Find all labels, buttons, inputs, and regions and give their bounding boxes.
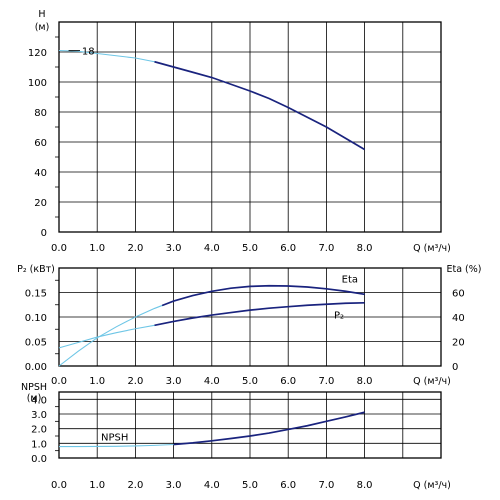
y2-tick-label: 20	[452, 338, 465, 349]
curve-label-p2: P₂	[334, 310, 344, 321]
x-tick-label: 5.0	[242, 243, 258, 254]
x-tick-label: 5.0	[242, 376, 258, 387]
y-tick-label: 20	[34, 198, 47, 209]
x-tick-label: 6.0	[280, 376, 296, 387]
y2-tick-label: 40	[452, 313, 465, 324]
x-tick-label: 5.0	[242, 480, 258, 491]
y-axis-label: H	[38, 9, 45, 20]
x-tick-label: 4.0	[204, 480, 220, 491]
x-tick-label: 6.0	[280, 480, 296, 491]
x-tick-label: 0.0	[51, 243, 67, 254]
curve-label-18: 18	[82, 47, 95, 58]
x-tick-label: 8.0	[357, 376, 373, 387]
y-axis-label: NPSH	[21, 382, 47, 393]
x-tick-label: 0.0	[51, 480, 67, 491]
x-tick-label: 2.0	[127, 243, 143, 254]
x-tick-label: 4.0	[204, 243, 220, 254]
y-tick-label: 3.0	[31, 410, 47, 421]
x-tick-label: 0.0	[51, 376, 67, 387]
x-tick-label: 2.0	[127, 480, 143, 491]
series-line	[154, 60, 366, 151]
x-tick-label: 3.0	[166, 376, 182, 387]
y-tick-label: 0.10	[25, 313, 47, 324]
y-tick-label: 80	[34, 108, 47, 119]
curve-label-eta: Eta	[342, 274, 358, 285]
y-tick-label: 0	[41, 228, 47, 239]
x-tick-label: 8.0	[357, 480, 373, 491]
y2-tick-label: 60	[452, 289, 465, 300]
y-tick-label: 2.0	[31, 425, 47, 436]
series-line	[154, 301, 365, 327]
plot-frame	[58, 21, 442, 233]
x-tick-label: 6.0	[280, 243, 296, 254]
x-axis-label: Q (м³/ч)	[413, 243, 451, 254]
y2-tick-label: 0	[452, 362, 458, 373]
x-axis-label: Q (м³/ч)	[413, 376, 451, 387]
y-tick-label: 0.05	[25, 338, 47, 349]
y-tick-label: 0.0	[31, 454, 47, 465]
x-tick-label: 3.0	[166, 243, 182, 254]
plot-frame	[58, 391, 442, 459]
y-tick-label: 0.15	[25, 289, 47, 300]
x-tick-label: 1.0	[89, 376, 105, 387]
x-tick-label: 7.0	[318, 376, 334, 387]
y-axis-unit: (м)	[35, 22, 50, 33]
y-axis-label: P₂ (кВт)	[17, 264, 55, 275]
curve-label-npsh: NPSH	[101, 432, 128, 443]
x-tick-label: 4.0	[204, 376, 220, 387]
y-tick-label: 100	[28, 78, 47, 89]
series-line	[173, 411, 365, 446]
x-axis-label: Q (м³/ч)	[413, 480, 451, 491]
x-tick-label: 3.0	[166, 480, 182, 491]
y2-axis-label: Eta (%)	[446, 264, 481, 275]
x-tick-label: 1.0	[89, 243, 105, 254]
x-tick-label: 8.0	[357, 243, 373, 254]
plot-frame	[58, 267, 442, 367]
y-axis-unit: (м)	[27, 393, 42, 404]
y-tick-label: 40	[34, 168, 47, 179]
y-tick-label: 60	[34, 138, 47, 149]
y-tick-label: 120	[28, 48, 47, 59]
y-tick-label: 0.00	[25, 362, 47, 373]
x-tick-label: 7.0	[318, 480, 334, 491]
x-tick-label: 1.0	[89, 480, 105, 491]
x-tick-label: 2.0	[127, 376, 143, 387]
x-tick-label: 7.0	[318, 243, 334, 254]
y-tick-label: 1.0	[31, 439, 47, 450]
series-line	[161, 284, 365, 307]
y-tick-label: 4.0	[31, 395, 47, 406]
